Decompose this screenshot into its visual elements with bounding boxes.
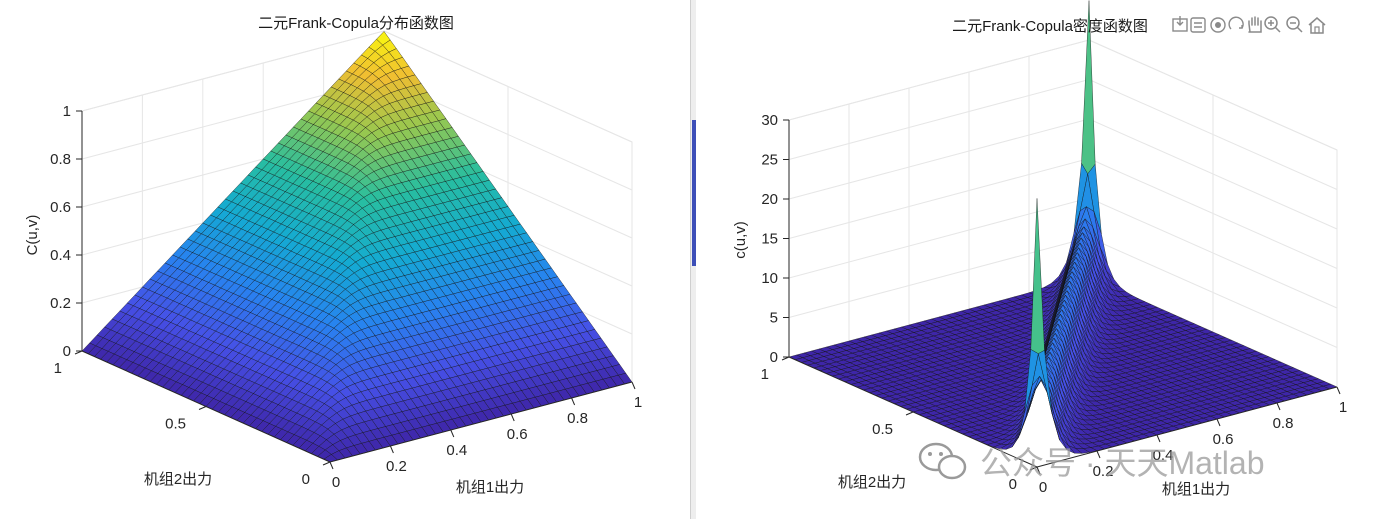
x-tick-label: 0 — [332, 474, 340, 491]
x-tick-mark — [1276, 402, 1281, 411]
rotate-icon[interactable] — [1228, 16, 1244, 30]
x-tick-mark — [510, 413, 515, 422]
home-icon[interactable] — [1308, 17, 1326, 34]
x-tick-label: 0.2 — [386, 458, 407, 475]
z-tick-label: 5 — [770, 310, 778, 327]
y-tick-label: 0 — [302, 471, 310, 488]
right-surface — [788, 0, 1338, 454]
x-tick-mark — [329, 461, 334, 470]
x-tick-mark — [1216, 418, 1221, 427]
x-tick-mark — [450, 429, 455, 438]
x-tick-mark — [1036, 466, 1041, 475]
x-axis-line — [1036, 386, 1338, 468]
z-tick-label: 0 — [770, 349, 778, 366]
right-zlabel: c(u,v) — [732, 221, 749, 259]
z-gridline — [788, 157, 1338, 269]
x-tick-label: 0.6 — [507, 426, 528, 443]
x-tick-mark — [631, 381, 636, 390]
x-tick-label: 0.8 — [567, 410, 588, 427]
x-tick-mark — [1156, 434, 1161, 443]
y-tick-mark — [1029, 466, 1038, 471]
z-tick-label: 25 — [761, 152, 778, 169]
left-chart-title: 二元Frank-Copula分布函数图 — [258, 15, 454, 32]
x-tick-label: 1 — [634, 394, 642, 411]
export-icon[interactable] — [1172, 16, 1188, 32]
z-tick-label: 0.4 — [50, 247, 71, 264]
x-tick-label: 0 — [1039, 479, 1047, 496]
z-tick-label: 30 — [761, 112, 778, 129]
right-ylabel: 机组2出力 — [838, 474, 906, 491]
y-tick-mark — [322, 461, 331, 466]
y-tick-mark — [198, 406, 207, 410]
wechat-icon — [918, 442, 967, 480]
x-tick-label: 0.4 — [1153, 447, 1174, 464]
x-tick-label: 0.6 — [1213, 431, 1234, 448]
z-tick-label: 0.2 — [50, 295, 71, 312]
x-tick-mark — [389, 445, 394, 454]
y-tick-label: 0.5 — [165, 416, 186, 433]
y-tick-mark — [905, 411, 914, 416]
watermark-text: 公众号 · 天天Matlab — [980, 445, 1265, 481]
background-window-fragment — [692, 120, 696, 266]
x-tick-label: 0.8 — [1273, 415, 1294, 432]
y-tick-label: 0.5 — [872, 421, 893, 438]
z-tick-label: 0.6 — [50, 199, 71, 216]
z-tick-label: 1 — [63, 103, 71, 120]
x-tick-mark — [571, 397, 576, 406]
left-ylabel: 机组2出力 — [144, 471, 212, 488]
divider-edge — [690, 0, 691, 519]
figure-toolbar — [1162, 10, 1332, 40]
right-chart-title: 二元Frank-Copula密度函数图 — [952, 18, 1148, 35]
y-tick-label: 1 — [54, 360, 62, 377]
x-tick-mark — [1096, 450, 1101, 459]
left-surface — [81, 31, 633, 463]
x-tick-label: 1 — [1339, 399, 1347, 416]
datatip-icon[interactable] — [1210, 17, 1226, 33]
z-tick-label: 0 — [63, 343, 71, 360]
pan-icon[interactable] — [1248, 16, 1262, 33]
z-gridline — [788, 39, 1338, 151]
zoom-in-icon[interactable] — [1264, 16, 1281, 33]
z-tick-label: 15 — [761, 231, 778, 248]
y-tick-label: 0 — [1009, 476, 1017, 493]
brush-icon[interactable] — [1190, 17, 1206, 33]
surface-patch — [1030, 198, 1045, 354]
left-zlabel: C(u,v) — [24, 215, 41, 256]
z-gridline — [788, 118, 1338, 230]
x-tick-label: 0.2 — [1093, 463, 1114, 480]
left-xlabel: 机组1出力 — [456, 479, 524, 496]
z-tick-label: 10 — [761, 270, 778, 287]
z-tick-label: 20 — [761, 191, 778, 208]
y-tick-label: 1 — [761, 366, 769, 383]
z-gridline — [788, 78, 1338, 190]
zoom-out-icon[interactable] — [1286, 16, 1303, 33]
x-tick-label: 0.4 — [446, 442, 467, 459]
z-tick-label: 0.8 — [50, 151, 71, 168]
right-xlabel: 机组1出力 — [1162, 481, 1230, 498]
x-axis-line — [329, 381, 633, 463]
x-tick-mark — [1336, 386, 1341, 395]
watermark: 公众号 · 天天Matlab — [918, 442, 1265, 481]
